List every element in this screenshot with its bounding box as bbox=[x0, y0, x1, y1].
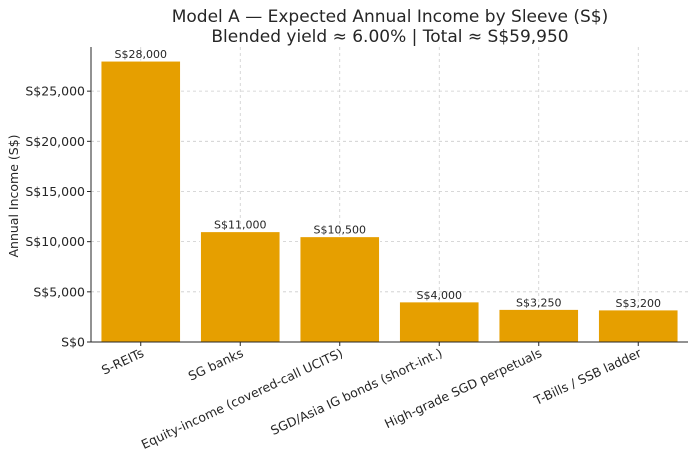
data-label: S$10,500 bbox=[314, 224, 366, 237]
bar bbox=[100, 60, 182, 343]
data-label: S$4,000 bbox=[417, 289, 462, 302]
bar bbox=[498, 308, 580, 343]
data-label: S$3,200 bbox=[616, 297, 661, 310]
bar bbox=[199, 231, 281, 343]
bars bbox=[100, 60, 679, 343]
data-label: S$11,000 bbox=[214, 219, 266, 232]
bar bbox=[597, 309, 679, 343]
x-tick-label: S-REITs bbox=[99, 345, 146, 378]
chart-subtitle: Blended yield ≈ 6.00% | Total ≈ S$59,950 bbox=[211, 27, 568, 47]
y-tick-label: S$5,000 bbox=[33, 284, 85, 299]
y-tick-label: S$0 bbox=[61, 335, 85, 350]
bar bbox=[398, 301, 480, 343]
x-tick-label: SGD/Asia IG bonds (short-int.) bbox=[268, 345, 444, 438]
y-tick-label: S$20,000 bbox=[25, 134, 85, 149]
y-tick-label: S$10,000 bbox=[25, 234, 85, 249]
x-tick-label: SG banks bbox=[186, 345, 246, 383]
data-labels: S$28,000 S$11,000 S$10,500 S$4,000 S$3,250 S$… bbox=[115, 48, 661, 310]
chart-title: Model A — Expected Annual Income by Slee… bbox=[172, 7, 609, 27]
y-tick-label: S$15,000 bbox=[25, 184, 85, 199]
x-tick-label: High-grade SGD perpetuals bbox=[382, 345, 544, 431]
y-tick-label: S$25,000 bbox=[25, 84, 85, 99]
x-tick-label: Equity-income (covered-call UCITS) bbox=[139, 345, 345, 452]
y-axis-label: Annual Income (S$) bbox=[6, 134, 21, 257]
x-tick-label: T-Bills / SSB ladder bbox=[531, 345, 645, 409]
bar bbox=[299, 236, 381, 343]
data-label: S$28,000 bbox=[115, 48, 167, 61]
data-label: S$3,250 bbox=[516, 296, 561, 309]
